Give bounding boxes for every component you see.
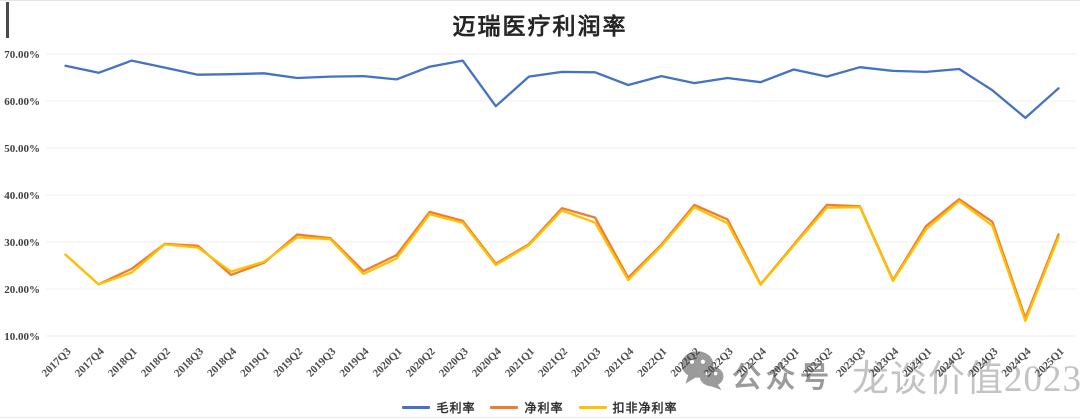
watermark-account-label: 公众号: [732, 362, 835, 394]
text-cursor-mark: [6, 2, 9, 38]
y-tick-label: 70.00%: [4, 49, 40, 61]
bottom-border-line: [0, 417, 1080, 418]
x-tick-label: 2018Q4: [205, 345, 239, 379]
x-tick-label: 2023Q3: [834, 345, 868, 379]
x-tick-label: 2020Q3: [437, 345, 471, 379]
x-tick-label: 2020Q2: [404, 345, 438, 379]
legend-label: 扣非净利率: [612, 401, 678, 415]
legend-label: 净利率: [524, 401, 564, 415]
x-tick-label: 2017Q3: [40, 345, 74, 379]
x-tick-label: 2022Q2: [669, 345, 703, 379]
x-tick-label: 2021Q4: [602, 345, 636, 379]
watermark: 公众号 龙谈价值2023: [680, 348, 1080, 400]
x-tick-label: 2023Q1: [768, 346, 802, 380]
gross-margin-line: [64, 59, 1060, 120]
x-tick-label: 2020Q1: [371, 346, 405, 380]
top-border-line: [0, 0, 1080, 1]
y-tick-label: 40.00%: [4, 190, 40, 202]
x-tick-label: 2021Q1: [503, 346, 537, 380]
x-tick-label: 2021Q3: [569, 345, 603, 379]
y-tick-label: 10.00%: [4, 331, 40, 343]
wechat-icon: [680, 349, 724, 396]
non-gaap-net-margin-line-swatch: [578, 406, 607, 409]
x-tick-label: 2024Q1: [900, 346, 934, 380]
x-tick-label: 2019Q4: [338, 345, 372, 379]
x-tick-label: 2023Q4: [867, 345, 901, 379]
y-tick-label: 20.00%: [4, 284, 40, 296]
x-tick-label: 2019Q3: [304, 345, 338, 379]
y-tick-label: 50.00%: [4, 143, 40, 155]
legend-item-non-gaap-net-margin: 扣非净利率: [578, 399, 678, 416]
legend-label: 毛利率: [436, 401, 476, 415]
x-tick-label: 2024Q3: [966, 345, 1000, 379]
x-tick-label: 2022Q1: [635, 346, 669, 380]
x-tick-label: 2024Q4: [1000, 345, 1034, 379]
x-tick-label: 2018Q1: [106, 346, 140, 380]
net-margin-line-swatch: [490, 406, 519, 409]
x-tick-label: 2017Q4: [73, 345, 107, 379]
x-tick-label: 2021Q2: [536, 345, 570, 379]
watermark-account-name: 龙谈价值2023: [852, 359, 1080, 400]
non-gaap-net-margin-line: [64, 199, 1060, 323]
legend-item-gross-margin: 毛利率: [402, 399, 475, 416]
x-tick-label: 2025Q1: [1033, 346, 1067, 380]
x-tick-label: 2019Q2: [271, 345, 305, 379]
y-tick-label: 60.00%: [4, 96, 40, 108]
x-tick-label: 2018Q3: [172, 345, 206, 379]
gross-margin-line-swatch: [402, 406, 431, 409]
x-tick-label: 2020Q4: [470, 345, 504, 379]
x-tick-label: 2022Q3: [702, 345, 736, 379]
legend-item-net-margin: 净利率: [490, 399, 563, 416]
chart-legend: 毛利率 净利率 扣非净利率: [0, 399, 1080, 416]
page-title: 迈瑞医疗利润率: [452, 14, 628, 39]
x-tick-label: 2018Q2: [139, 345, 173, 379]
x-tick-label: 2019Q1: [238, 346, 272, 380]
x-tick-label: 2023Q2: [801, 345, 835, 379]
y-tick-label: 30.00%: [4, 237, 40, 249]
x-tick-label: 2024Q2: [933, 345, 967, 379]
x-tick-label: 2022Q4: [735, 345, 769, 379]
